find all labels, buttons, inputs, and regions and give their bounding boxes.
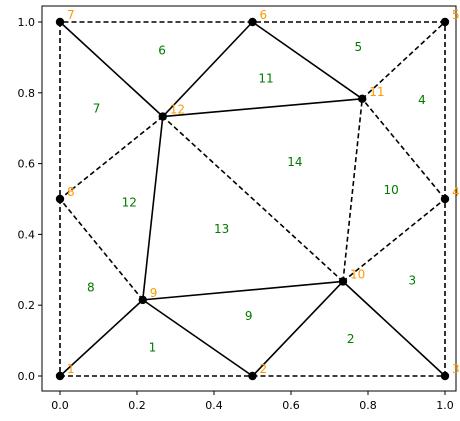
node-label-12: 12 <box>170 103 185 117</box>
edge-11-12 <box>162 98 363 118</box>
triangle-label-12: 12 <box>122 196 137 210</box>
triangle-label-6: 6 <box>158 43 166 57</box>
edge-2-10 <box>251 280 344 377</box>
triangle-label-9: 9 <box>245 309 253 323</box>
edge-9-8 <box>59 198 144 301</box>
x-tick-label: 0.6 <box>282 399 300 412</box>
edge-10-12 <box>162 115 344 283</box>
node-5 <box>440 17 450 27</box>
edge-10-11 <box>342 98 364 282</box>
node-3 <box>440 371 450 381</box>
y-tick-label: 0.2 <box>18 299 36 312</box>
node-label-8: 8 <box>67 185 75 199</box>
y-tick-label: 1.0 <box>18 16 36 29</box>
x-tick-label: 0.2 <box>128 399 146 412</box>
x-tick-label: 0.8 <box>359 399 377 412</box>
node-10 <box>338 277 348 286</box>
triangle-label-2: 2 <box>347 332 355 346</box>
x-tick-label: 0.4 <box>205 399 223 412</box>
edge-11-5 <box>361 21 446 100</box>
triangle-label-1: 1 <box>149 341 157 355</box>
edge-1-9 <box>59 299 144 377</box>
triangle-label-7: 7 <box>93 102 101 116</box>
node-7 <box>55 17 65 27</box>
y-tick-label: 0.6 <box>18 158 36 171</box>
node-9 <box>138 295 147 305</box>
node-label-5: 5 <box>452 8 460 22</box>
edge-10-3 <box>342 280 446 377</box>
node-11 <box>358 94 367 104</box>
node-12 <box>158 112 167 121</box>
node-label-10: 10 <box>350 267 365 281</box>
plot-frame <box>41 5 457 392</box>
triangle-label-10: 10 <box>383 183 398 197</box>
y-tick-label: 0.0 <box>18 370 36 383</box>
node-label-6: 6 <box>260 8 268 22</box>
triangle-label-4: 4 <box>418 93 426 107</box>
node-4 <box>440 194 450 204</box>
triangle-label-14: 14 <box>287 155 302 169</box>
edge-9-12 <box>141 116 164 300</box>
edge-12-7 <box>59 21 164 118</box>
triangle-label-3: 3 <box>408 273 416 287</box>
edge-10-4 <box>342 198 446 283</box>
mesh-edges <box>59 21 446 377</box>
y-axis-ticks: 0.0 0.2 0.4 0.6 0.8 1.0 <box>18 16 42 383</box>
node-2 <box>248 371 257 381</box>
mesh-nodes <box>55 17 450 381</box>
node-label-4: 4 <box>452 185 460 199</box>
node-6 <box>248 17 257 27</box>
triangle-label-11: 11 <box>258 72 273 86</box>
edge-11-6 <box>252 21 363 100</box>
x-tick-label: 0.0 <box>51 399 69 412</box>
node-label-9: 9 <box>150 286 158 300</box>
edge-9-2 <box>142 299 253 377</box>
edge-12-8 <box>59 115 164 200</box>
y-tick-label: 0.8 <box>18 87 36 100</box>
node-label-2: 2 <box>260 362 268 376</box>
x-axis-ticks: 0.0 0.2 0.4 0.6 0.8 1.0 <box>51 391 454 412</box>
x-tick-label: 1.0 <box>436 399 454 412</box>
y-tick-label: 0.4 <box>18 228 36 241</box>
node-1 <box>55 371 65 381</box>
node-label-3: 3 <box>452 362 460 376</box>
triangle-label-13: 13 <box>214 222 229 236</box>
edge-9-10 <box>142 280 344 301</box>
node-label-11: 11 <box>369 85 384 99</box>
edge-12-6 <box>162 21 254 118</box>
edge-4-11 <box>361 98 446 200</box>
node-label-7: 7 <box>67 8 75 22</box>
node-8 <box>55 194 65 204</box>
triangle-label-5: 5 <box>355 40 363 54</box>
triangle-label-8: 8 <box>87 281 95 295</box>
node-label-1: 1 <box>67 362 75 376</box>
